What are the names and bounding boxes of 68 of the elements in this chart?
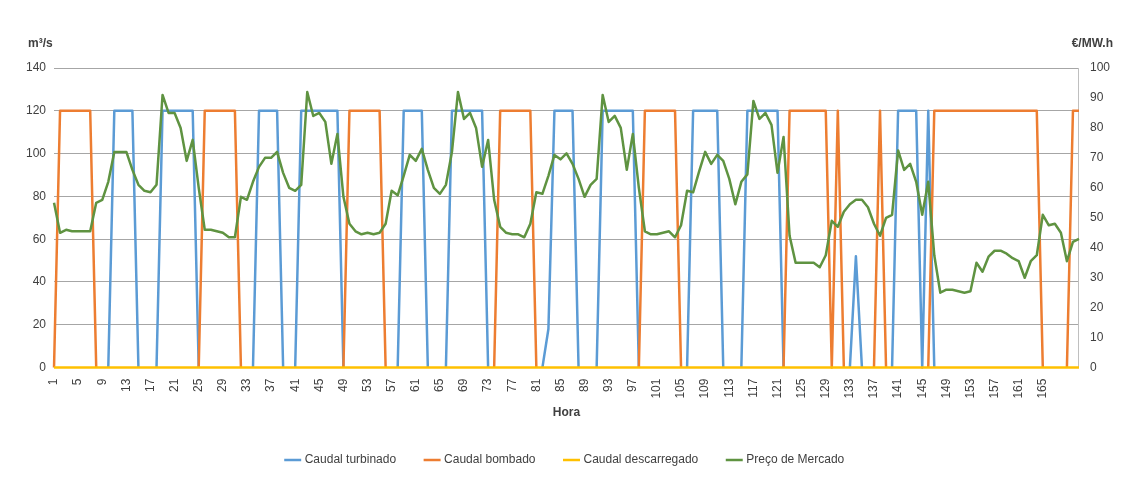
x-tick-label: 21 bbox=[166, 378, 181, 392]
x-tick-label: 17 bbox=[142, 378, 157, 392]
y-tick-label: 60 bbox=[32, 231, 47, 246]
x-tick-label: 33 bbox=[239, 378, 254, 392]
y2-tick-label: 10 bbox=[1089, 329, 1104, 344]
x-tick-label: 41 bbox=[287, 378, 302, 392]
legend-label: Preço de Mercado bbox=[746, 452, 845, 467]
x-tick-label: 53 bbox=[359, 378, 374, 392]
x-tick-label: 141 bbox=[890, 378, 905, 399]
x-tick-label: 65 bbox=[432, 378, 447, 392]
x-tick-label: 81 bbox=[528, 378, 543, 392]
x-tick-label: 105 bbox=[673, 378, 688, 399]
x-tick-label: 37 bbox=[263, 378, 278, 392]
y-tick-label: 80 bbox=[32, 188, 47, 203]
x-tick-label: 101 bbox=[649, 378, 664, 399]
y2-tick-label: 50 bbox=[1089, 210, 1104, 225]
x-tick-label: 57 bbox=[383, 378, 398, 392]
y2-axis-title: €/MW.h bbox=[1071, 36, 1113, 51]
x-tick-label: 45 bbox=[311, 378, 326, 392]
x-tick-label: 69 bbox=[456, 378, 471, 392]
y-tick-label: 140 bbox=[25, 60, 47, 75]
x-tick-label: 85 bbox=[552, 378, 567, 392]
x-tick-label: 77 bbox=[504, 378, 519, 392]
x-tick-label: 133 bbox=[842, 378, 857, 399]
x-tick-label: 1 bbox=[46, 378, 61, 386]
y-axis-title: m³/s bbox=[28, 36, 53, 51]
legend-label: Caudal descarregado bbox=[583, 452, 699, 467]
x-tick-label: 117 bbox=[745, 378, 760, 398]
x-tick-label: 121 bbox=[769, 378, 784, 399]
y-tick-label: 0 bbox=[39, 359, 47, 374]
y2-tick-label: 90 bbox=[1089, 90, 1104, 105]
x-tick-label: 93 bbox=[601, 378, 616, 392]
x-tick-label: 125 bbox=[793, 378, 808, 399]
x-tick-label: 157 bbox=[986, 378, 1001, 399]
x-tick-label: 61 bbox=[408, 378, 423, 392]
y2-tick-label: 20 bbox=[1089, 299, 1104, 314]
x-tick-label: 49 bbox=[335, 378, 350, 392]
y2-tick-label: 0 bbox=[1089, 359, 1097, 374]
x-tick-label: 9 bbox=[94, 378, 109, 386]
x-tick-label: 153 bbox=[962, 378, 977, 399]
x-tick-label: 97 bbox=[625, 378, 640, 392]
x-tick-label: 161 bbox=[1011, 378, 1025, 399]
y2-tick-label: 100 bbox=[1089, 60, 1111, 75]
y2-tick-label: 30 bbox=[1089, 270, 1104, 285]
y-tick-label: 120 bbox=[25, 103, 47, 118]
x-tick-label: 89 bbox=[576, 378, 591, 392]
x-axis-title: Hora bbox=[552, 405, 581, 420]
x-tick-label: 113 bbox=[721, 378, 736, 398]
x-tick-label: 129 bbox=[818, 378, 833, 399]
x-tick-label: 137 bbox=[866, 378, 881, 399]
x-tick-label: 109 bbox=[697, 378, 712, 399]
y2-tick-label: 60 bbox=[1089, 180, 1104, 195]
x-tick-label: 25 bbox=[191, 378, 206, 392]
x-tick-label: 29 bbox=[215, 378, 230, 392]
y-tick-label: 100 bbox=[25, 145, 47, 160]
legend-label: Caudal bombado bbox=[444, 452, 536, 467]
legend-label: Caudal turbinado bbox=[304, 452, 397, 467]
x-tick-label: 149 bbox=[938, 378, 953, 399]
x-tick-label: 13 bbox=[118, 378, 133, 392]
y-tick-label: 40 bbox=[32, 274, 47, 289]
y2-tick-label: 40 bbox=[1089, 240, 1104, 255]
y-tick-label: 20 bbox=[32, 317, 47, 332]
x-tick-label: 165 bbox=[1035, 378, 1050, 399]
y2-tick-label: 70 bbox=[1089, 150, 1104, 165]
x-tick-label: 5 bbox=[70, 378, 85, 386]
y2-tick-label: 80 bbox=[1089, 120, 1104, 135]
x-tick-label: 145 bbox=[914, 378, 929, 399]
x-tick-label: 73 bbox=[480, 378, 495, 392]
